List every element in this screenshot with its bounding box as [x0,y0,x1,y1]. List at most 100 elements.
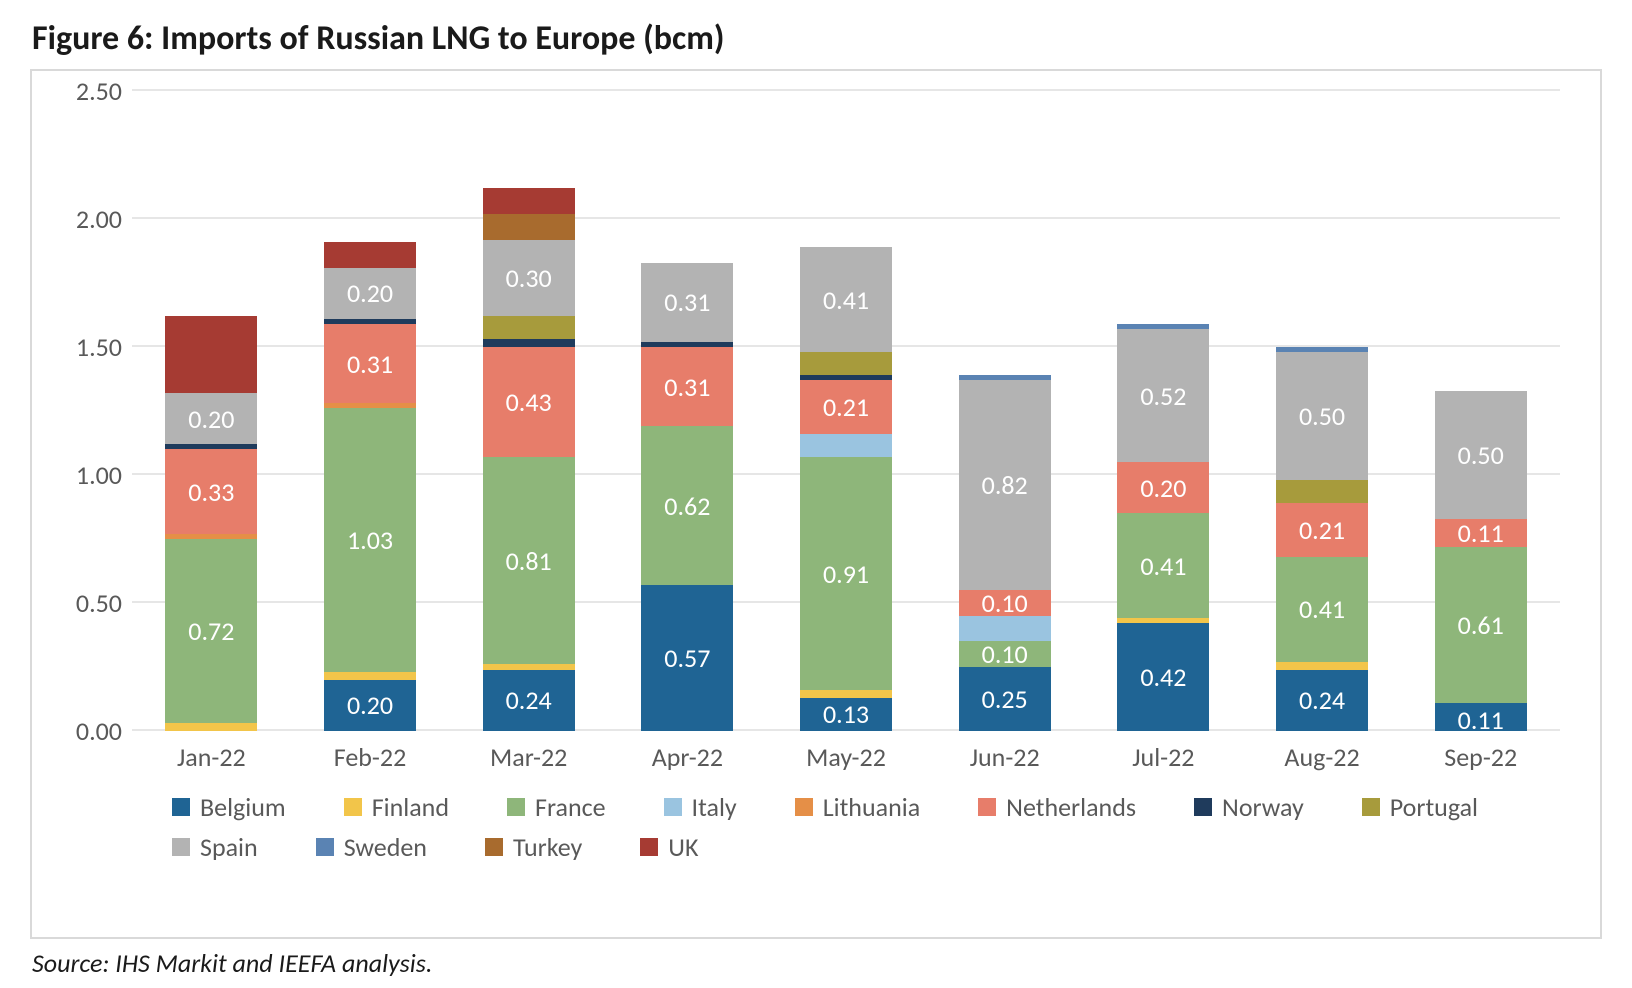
bar-segment-finland [324,672,416,680]
bar-segment-belgium: 0.11 [1435,703,1527,731]
y-tick-label: 2.50 [52,75,122,107]
bar-data-label: 0.82 [982,469,1028,501]
legend-swatch [1362,798,1380,816]
bar-segment-spain: 0.82 [959,380,1051,590]
y-tick-label: 0.00 [52,715,122,747]
bar-data-label: 0.81 [506,545,552,577]
bar-segment-finland [1117,618,1209,623]
bar-segment-spain: 0.31 [641,263,733,342]
bar-segment-lithuania [165,534,257,539]
legend-swatch [1194,798,1212,816]
chart-box: 0.000.501.001.502.002.500.720.330.200.20… [30,69,1602,939]
legend-item-turkey: Turkey [485,831,582,863]
legend-label: Portugal [1390,791,1478,823]
bar-segment-france: 0.61 [1435,547,1527,703]
bar-segment-finland [483,664,575,669]
legend-item-netherlands: Netherlands [978,791,1136,823]
bar-data-label: 0.30 [506,262,552,294]
legend-swatch [316,838,334,856]
bar-segment-finland [1276,662,1368,670]
bar-segment-norway [641,342,733,347]
bar-segment-france: 0.62 [641,426,733,585]
legend-label: Sweden [344,831,427,863]
bar-segment-netherlands: 0.31 [324,324,416,403]
figure-title: Figure 6: Imports of Russian LNG to Euro… [32,18,1602,59]
figure-container: Figure 6: Imports of Russian LNG to Euro… [0,0,1632,988]
y-tick-label: 0.50 [52,587,122,619]
bars-container: 0.720.330.200.201.030.310.200.240.810.43… [132,91,1560,731]
bar-segment-portugal [483,316,575,339]
legend-swatch [507,798,525,816]
bar-data-label: 0.31 [347,348,393,380]
bar-stack: 0.570.620.310.31 [641,263,733,731]
bar-data-label: 0.43 [506,386,552,418]
legend-swatch [172,798,190,816]
x-tick-label: Apr-22 [608,731,767,781]
x-tick-label: Jul-22 [1084,731,1243,781]
legend-swatch [664,798,682,816]
bar-segment-portugal [800,352,892,375]
legend-label: France [535,791,606,823]
legend-item-uk: UK [640,831,698,863]
bar-segment-spain: 0.50 [1276,352,1368,480]
bar-segment-uk [324,242,416,268]
bar-stack: 0.25 0.10 0.10 0.82 [959,375,1051,731]
bar-stack: 0.13 0.91 0.21 0.41 [800,247,892,731]
bar-stack: 0.24 0.81 0.43 0.30 [483,188,575,731]
bar-segment-spain: 0.52 [1117,329,1209,462]
bar-category: 0.13 0.91 0.21 0.41 [767,247,926,731]
bar-data-label: 0.62 [664,490,710,522]
bar-data-label: 0.20 [188,403,234,435]
legend-label: UK [668,831,698,863]
bar-stack: 0.24 0.41 0.21 0.50 [1276,347,1368,731]
legend-swatch [344,798,362,816]
bar-data-label: 0.41 [1140,550,1186,582]
bar-segment-netherlands: 0.20 [1117,462,1209,513]
bar-data-label: 0.31 [664,286,710,318]
bar-data-label: 1.03 [347,524,393,556]
bar-segment-france: 0.41 [1117,513,1209,618]
bar-segment-spain: 0.50 [1435,391,1527,519]
bar-segment-belgium: 0.42 [1117,623,1209,731]
legend-item-italy: Italy [664,791,737,823]
legend-swatch [795,798,813,816]
legend-item-belgium: Belgium [172,791,286,823]
bar-segment-sweden [1276,347,1368,352]
bar-segment-italy [800,434,892,457]
y-tick-label: 1.00 [52,459,122,491]
bar-category: 0.24 0.41 0.21 0.50 [1243,347,1402,731]
bar-data-label: 0.41 [1299,593,1345,625]
bar-segment-belgium: 0.20 [324,680,416,731]
bar-segment-uk [483,188,575,214]
bar-data-label: 0.41 [823,284,869,316]
bar-segment-netherlands: 0.21 [1276,503,1368,557]
bar-segment-finland [165,723,257,731]
bar-data-label: 0.50 [1458,439,1504,471]
bar-stack: 0.110.610.110.50 [1435,391,1527,731]
bar-data-label: 0.61 [1458,609,1504,641]
bar-data-label: 0.10 [982,638,1028,670]
legend-label: Turkey [513,831,582,863]
legend-label: Finland [372,791,449,823]
bar-data-label: 0.42 [1140,661,1186,693]
bar-segment-spain: 0.41 [800,247,892,352]
bar-segment-netherlands: 0.10 [959,590,1051,616]
bar-segment-france: 0.91 [800,457,892,690]
bar-segment-belgium: 0.24 [483,670,575,731]
bar-segment-italy [959,616,1051,642]
x-tick-label: Sep-22 [1401,731,1560,781]
bar-segment-netherlands: 0.21 [800,380,892,434]
bar-segment-france: 0.41 [1276,557,1368,662]
source-note: Source: IHS Markit and IEEFA analysis. [32,947,1602,979]
bar-data-label: 0.13 [823,698,869,730]
bar-segment-belgium: 0.57 [641,585,733,731]
bar-segment-uk [165,316,257,393]
bar-data-label: 0.20 [1140,472,1186,504]
legend: BelgiumFinlandFranceItalyLithuaniaNether… [172,791,1540,863]
bar-segment-belgium: 0.24 [1276,670,1368,731]
bar-data-label: 0.25 [982,683,1028,715]
bar-data-label: 0.72 [188,615,234,647]
bar-category: 0.25 0.10 0.10 0.82 [925,375,1084,731]
bar-category: 0.110.610.110.50 [1401,391,1560,731]
x-tick-label: Aug-22 [1243,731,1402,781]
